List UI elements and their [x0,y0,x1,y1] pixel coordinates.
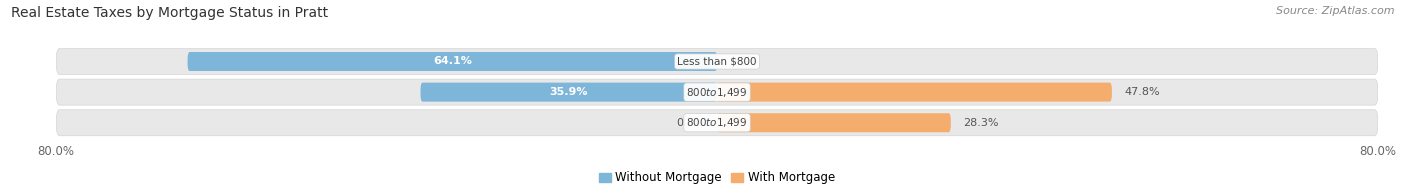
Text: 28.3%: 28.3% [963,118,998,128]
Text: Source: ZipAtlas.com: Source: ZipAtlas.com [1277,6,1395,16]
Text: Less than $800: Less than $800 [678,56,756,66]
Text: 64.1%: 64.1% [433,56,472,66]
FancyBboxPatch shape [420,83,717,102]
Text: 35.9%: 35.9% [550,87,588,97]
Text: 0.0%: 0.0% [676,118,704,128]
FancyBboxPatch shape [56,79,1378,105]
FancyBboxPatch shape [717,113,950,132]
FancyBboxPatch shape [187,52,717,71]
Text: 47.8%: 47.8% [1125,87,1160,97]
FancyBboxPatch shape [56,110,1378,136]
FancyBboxPatch shape [717,83,1112,102]
Text: Real Estate Taxes by Mortgage Status in Pratt: Real Estate Taxes by Mortgage Status in … [11,6,329,20]
Legend: Without Mortgage, With Mortgage: Without Mortgage, With Mortgage [595,167,839,189]
Text: $800 to $1,499: $800 to $1,499 [686,116,748,129]
FancyBboxPatch shape [56,48,1378,74]
Text: 0.0%: 0.0% [730,56,758,66]
Text: $800 to $1,499: $800 to $1,499 [686,86,748,99]
